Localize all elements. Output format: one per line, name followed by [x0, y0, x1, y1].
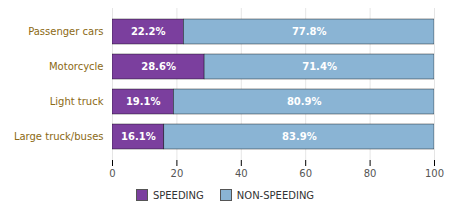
svg-text:80.9%: 80.9% [287, 96, 322, 107]
svg-text:Light truck: Light truck [50, 96, 104, 107]
svg-text:40: 40 [235, 168, 248, 179]
svg-text:80: 80 [364, 168, 377, 179]
svg-text:Large truck/buses: Large truck/buses [14, 131, 104, 142]
svg-text:0: 0 [109, 168, 115, 179]
html-text:NON-SPEEDING: NON-SPEEDING [236, 189, 315, 201]
svg-text:16.1%: 16.1% [121, 131, 156, 142]
svg-text:60: 60 [299, 168, 312, 179]
svg-text:22.2%: 22.2% [131, 26, 166, 37]
html-text:SPEEDING: SPEEDING [152, 189, 204, 201]
svg-text:Passenger cars: Passenger cars [28, 26, 103, 37]
svg-text:28.6%: 28.6% [141, 61, 176, 72]
svg-text:100: 100 [425, 168, 444, 179]
svg-text:71.4%: 71.4% [302, 61, 337, 72]
svg-text:Motorcycle: Motorcycle [49, 61, 104, 72]
svg-text:20: 20 [171, 168, 184, 179]
svg-text:77.8%: 77.8% [292, 26, 327, 37]
svg-text:19.1%: 19.1% [126, 96, 161, 107]
svg-text:83.9%: 83.9% [282, 131, 317, 142]
